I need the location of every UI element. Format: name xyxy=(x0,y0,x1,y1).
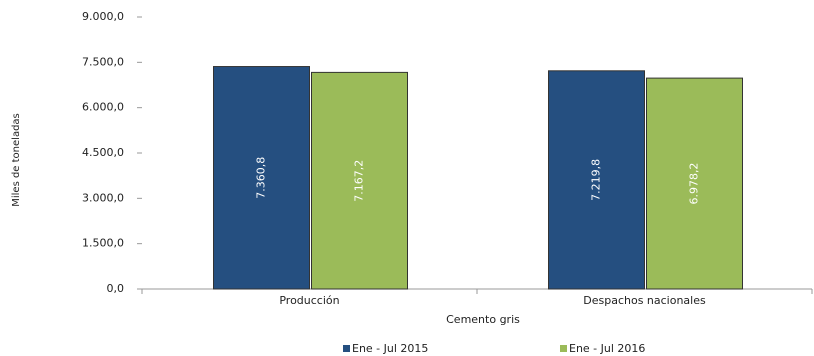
y-tick-label: 9.000,0 xyxy=(82,10,124,23)
legend-label: Ene - Jul 2015 xyxy=(352,342,428,355)
legend-label: Ene - Jul 2016 xyxy=(569,342,645,355)
y-tick-label: 7.500,0 xyxy=(82,55,124,68)
x-tick-label: Producción xyxy=(279,294,339,307)
bar xyxy=(646,77,743,290)
bar xyxy=(548,70,645,290)
legend-swatch xyxy=(343,345,350,352)
bar xyxy=(213,66,310,290)
x-tick-label: Despachos nacionales xyxy=(583,294,706,307)
value-label: 7.167,2 xyxy=(353,160,366,202)
y-tick-label: 1.500,0 xyxy=(82,237,124,250)
y-axis-title: Miles de toneladas xyxy=(11,113,22,207)
bar xyxy=(311,71,408,290)
value-label: 7.219,8 xyxy=(590,159,603,201)
y-tick-label: 4.500,0 xyxy=(82,146,124,159)
value-label: 7.360,8 xyxy=(255,157,268,199)
y-tick-label: 6.000,0 xyxy=(82,101,124,114)
value-label: 6.978,2 xyxy=(688,163,701,205)
legend-swatch xyxy=(560,345,567,352)
x-axis-title: Cemento gris xyxy=(446,313,520,326)
y-tick-label: 3.000,0 xyxy=(82,191,124,204)
y-tick-label: 0,0 xyxy=(107,282,125,295)
